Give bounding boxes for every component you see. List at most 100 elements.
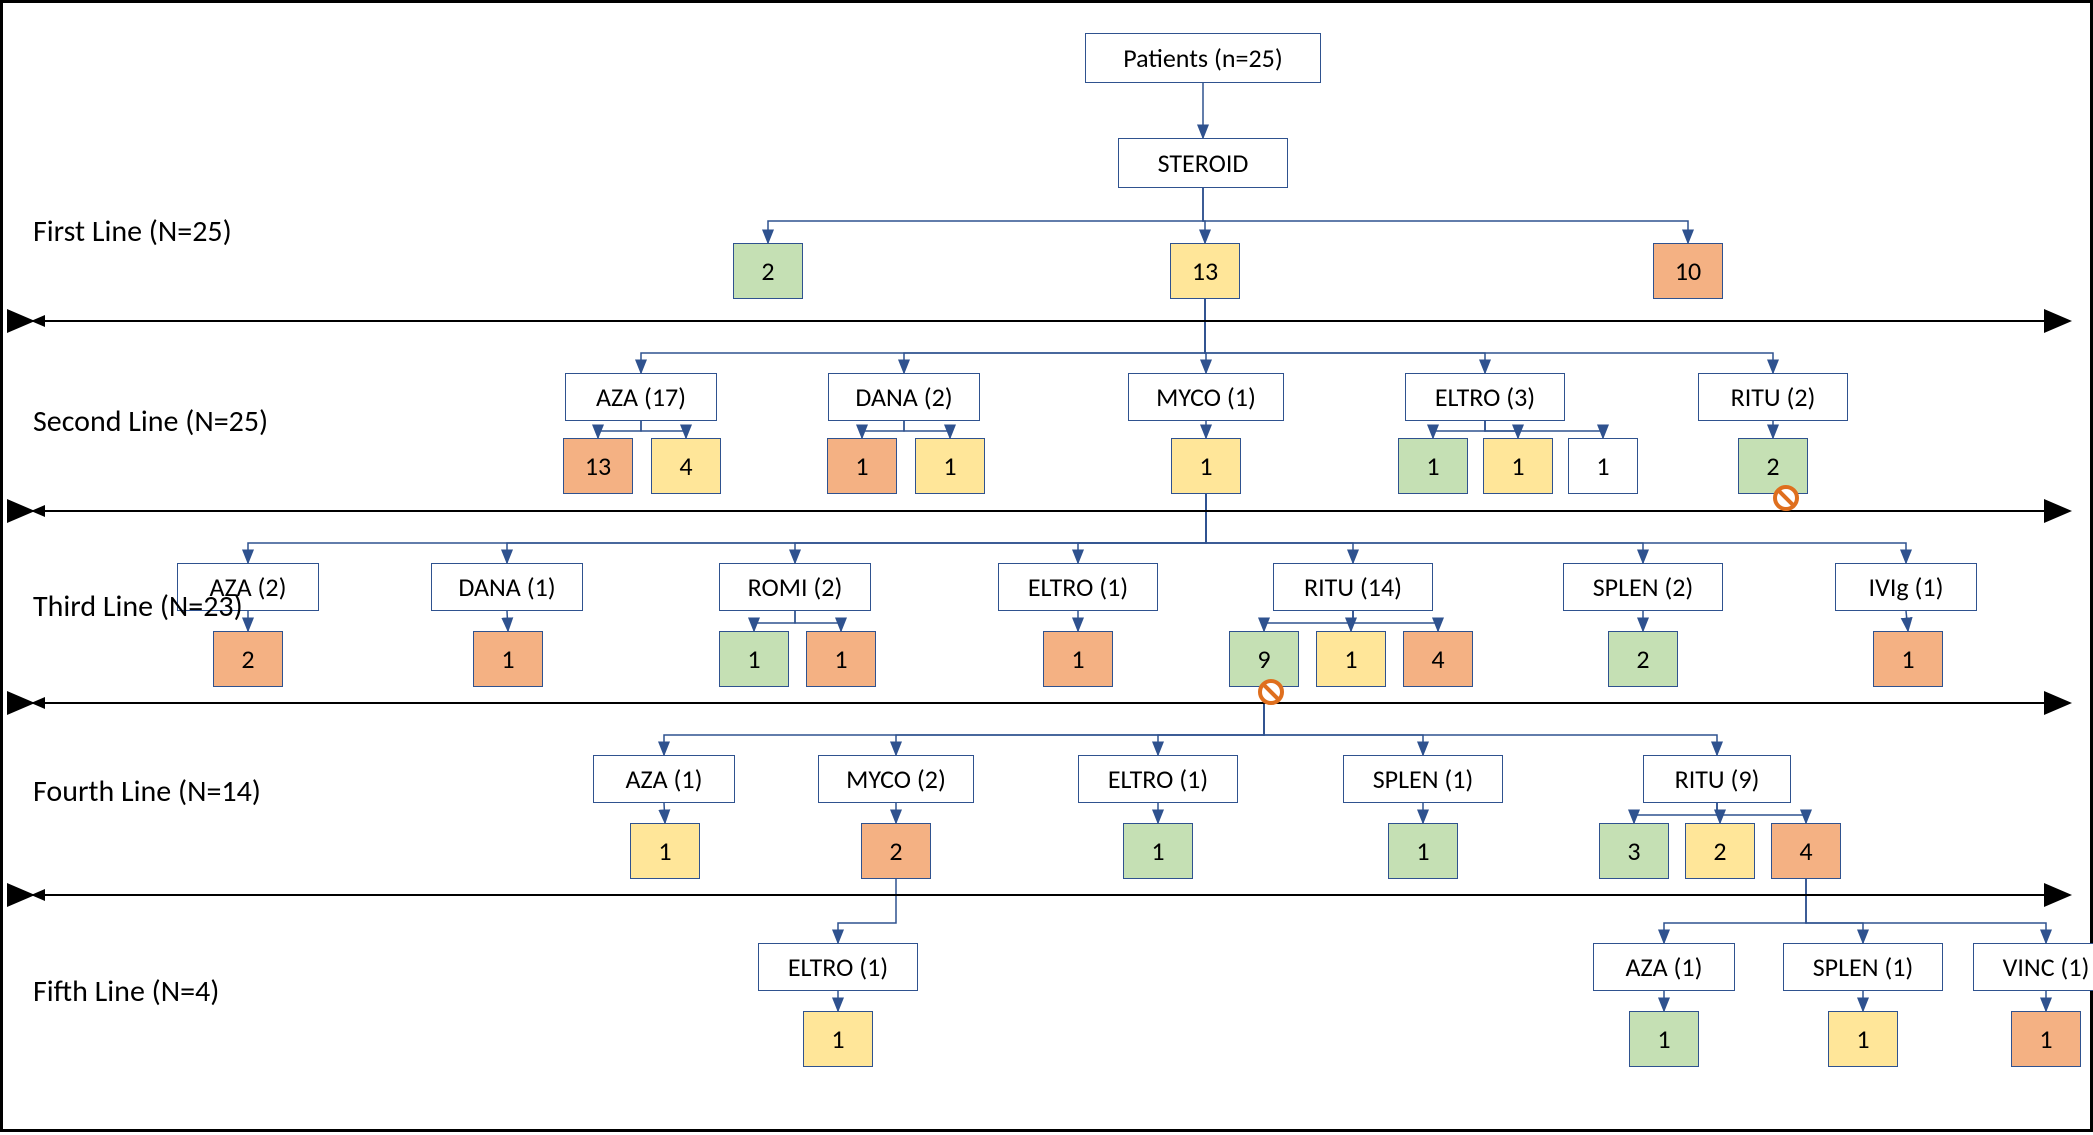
- count-ritu3a: 9: [1229, 631, 1299, 687]
- edge: [1485, 421, 1603, 438]
- edge: [664, 687, 1264, 755]
- count-eltro2a: 1: [1398, 438, 1468, 494]
- edge: [838, 879, 896, 943]
- count-eltro4a: 1: [1123, 823, 1193, 879]
- edge: [1206, 494, 1906, 563]
- edge: [641, 421, 686, 438]
- row-label: First Line (N=25): [33, 213, 232, 250]
- node-ritu3: RITU (14): [1273, 563, 1433, 611]
- node-ritu2: RITU (2): [1698, 373, 1848, 421]
- node-eltro2: ELTRO (3): [1405, 373, 1565, 421]
- node-splen5: SPLEN (1): [1783, 943, 1943, 991]
- count-s10: 10: [1653, 243, 1723, 299]
- count-dana2a: 1: [827, 438, 897, 494]
- edge: [862, 421, 904, 438]
- row-label: Third Line (N=23): [33, 588, 243, 625]
- divider-arrow-left: [31, 889, 45, 901]
- edge: [768, 188, 1203, 243]
- node-vinc5: VINC (1): [1973, 943, 2093, 991]
- edge: [1264, 687, 1717, 755]
- count-aza3a: 2: [213, 631, 283, 687]
- edge: [1485, 421, 1518, 438]
- node-splen3: SPLEN (2): [1563, 563, 1723, 611]
- count-ritu3c: 4: [1403, 631, 1473, 687]
- count-aza5a: 1: [1629, 1011, 1699, 1067]
- no-entry-icon: [1258, 679, 1284, 705]
- count-ritu3b: 1: [1316, 631, 1386, 687]
- edge: [896, 687, 1264, 755]
- edge: [1205, 299, 1773, 373]
- edge: [1664, 879, 1806, 943]
- edge: [664, 803, 665, 823]
- node-aza4: AZA (1): [593, 755, 735, 803]
- edge: [1205, 299, 1485, 373]
- edge: [1353, 611, 1438, 631]
- edge: [507, 494, 1206, 563]
- node-ivig3: IVIg (1): [1835, 563, 1977, 611]
- no-entry-icon: [1773, 485, 1799, 511]
- count-dana2b: 1: [915, 438, 985, 494]
- count-aza4a: 1: [630, 823, 700, 879]
- count-ivig3a: 1: [1873, 631, 1943, 687]
- edge: [1806, 879, 1863, 943]
- row-label: Second Line (N=25): [33, 403, 268, 440]
- divider-arrow-left: [31, 315, 45, 327]
- node-eltro4: ELTRO (1): [1078, 755, 1238, 803]
- edge: [248, 494, 1206, 563]
- diagram-stage: Patients (n=25)STEROIDAZA (17)DANA (2)MY…: [0, 0, 2093, 1132]
- count-ritu4a: 3: [1599, 823, 1669, 879]
- node-myco4: MYCO (2): [818, 755, 974, 803]
- count-eltro2c: 1: [1568, 438, 1638, 494]
- count-myco2a: 1: [1171, 438, 1241, 494]
- edge: [641, 299, 1205, 373]
- count-myco4a: 2: [861, 823, 931, 879]
- node-eltro5: ELTRO (1): [758, 943, 918, 991]
- count-eltro3a: 1: [1043, 631, 1113, 687]
- count-splen3a: 2: [1608, 631, 1678, 687]
- node-steroid: STEROID: [1118, 138, 1288, 188]
- divider-arrow-left: [31, 697, 45, 709]
- edge: [904, 421, 950, 438]
- edge: [1806, 879, 2046, 943]
- edge: [1906, 611, 1908, 631]
- divider-arrow-left: [31, 505, 45, 517]
- node-aza5: AZA (1): [1593, 943, 1735, 991]
- row-label: Fourth Line (N=14): [33, 773, 261, 810]
- edge: [795, 494, 1206, 563]
- edge: [1078, 494, 1206, 563]
- count-eltro5a: 1: [803, 1011, 873, 1067]
- count-ritu4c: 4: [1771, 823, 1841, 879]
- edge: [1158, 687, 1264, 755]
- node-patients: Patients (n=25): [1085, 33, 1321, 83]
- count-splen4a: 1: [1388, 823, 1458, 879]
- edge: [1264, 611, 1353, 631]
- edge: [904, 299, 1205, 373]
- count-s2: 2: [733, 243, 803, 299]
- count-vinc5a: 1: [2011, 1011, 2081, 1067]
- count-s13: 13: [1170, 243, 1240, 299]
- edge: [598, 421, 641, 438]
- count-aza2b: 4: [651, 438, 721, 494]
- edge: [754, 611, 795, 631]
- node-eltro3: ELTRO (1): [998, 563, 1158, 611]
- edge: [1264, 687, 1423, 755]
- edge: [1203, 188, 1688, 243]
- edge: [1433, 421, 1485, 438]
- count-ritu2a: 2: [1738, 438, 1808, 494]
- count-eltro2b: 1: [1483, 438, 1553, 494]
- edge: [1206, 494, 1353, 563]
- node-myco2: MYCO (1): [1128, 373, 1284, 421]
- count-splen5a: 1: [1828, 1011, 1898, 1067]
- edge: [1634, 803, 1717, 823]
- edge: [507, 611, 508, 631]
- count-romi3b: 1: [806, 631, 876, 687]
- count-dana3a: 1: [473, 631, 543, 687]
- node-splen4: SPLEN (1): [1343, 755, 1503, 803]
- node-dana3: DANA (1): [431, 563, 583, 611]
- node-romi3: ROMI (2): [719, 563, 871, 611]
- count-romi3a: 1: [719, 631, 789, 687]
- edge: [795, 611, 841, 631]
- edge: [1206, 494, 1643, 563]
- edge: [1717, 803, 1806, 823]
- node-aza2: AZA (17): [565, 373, 717, 421]
